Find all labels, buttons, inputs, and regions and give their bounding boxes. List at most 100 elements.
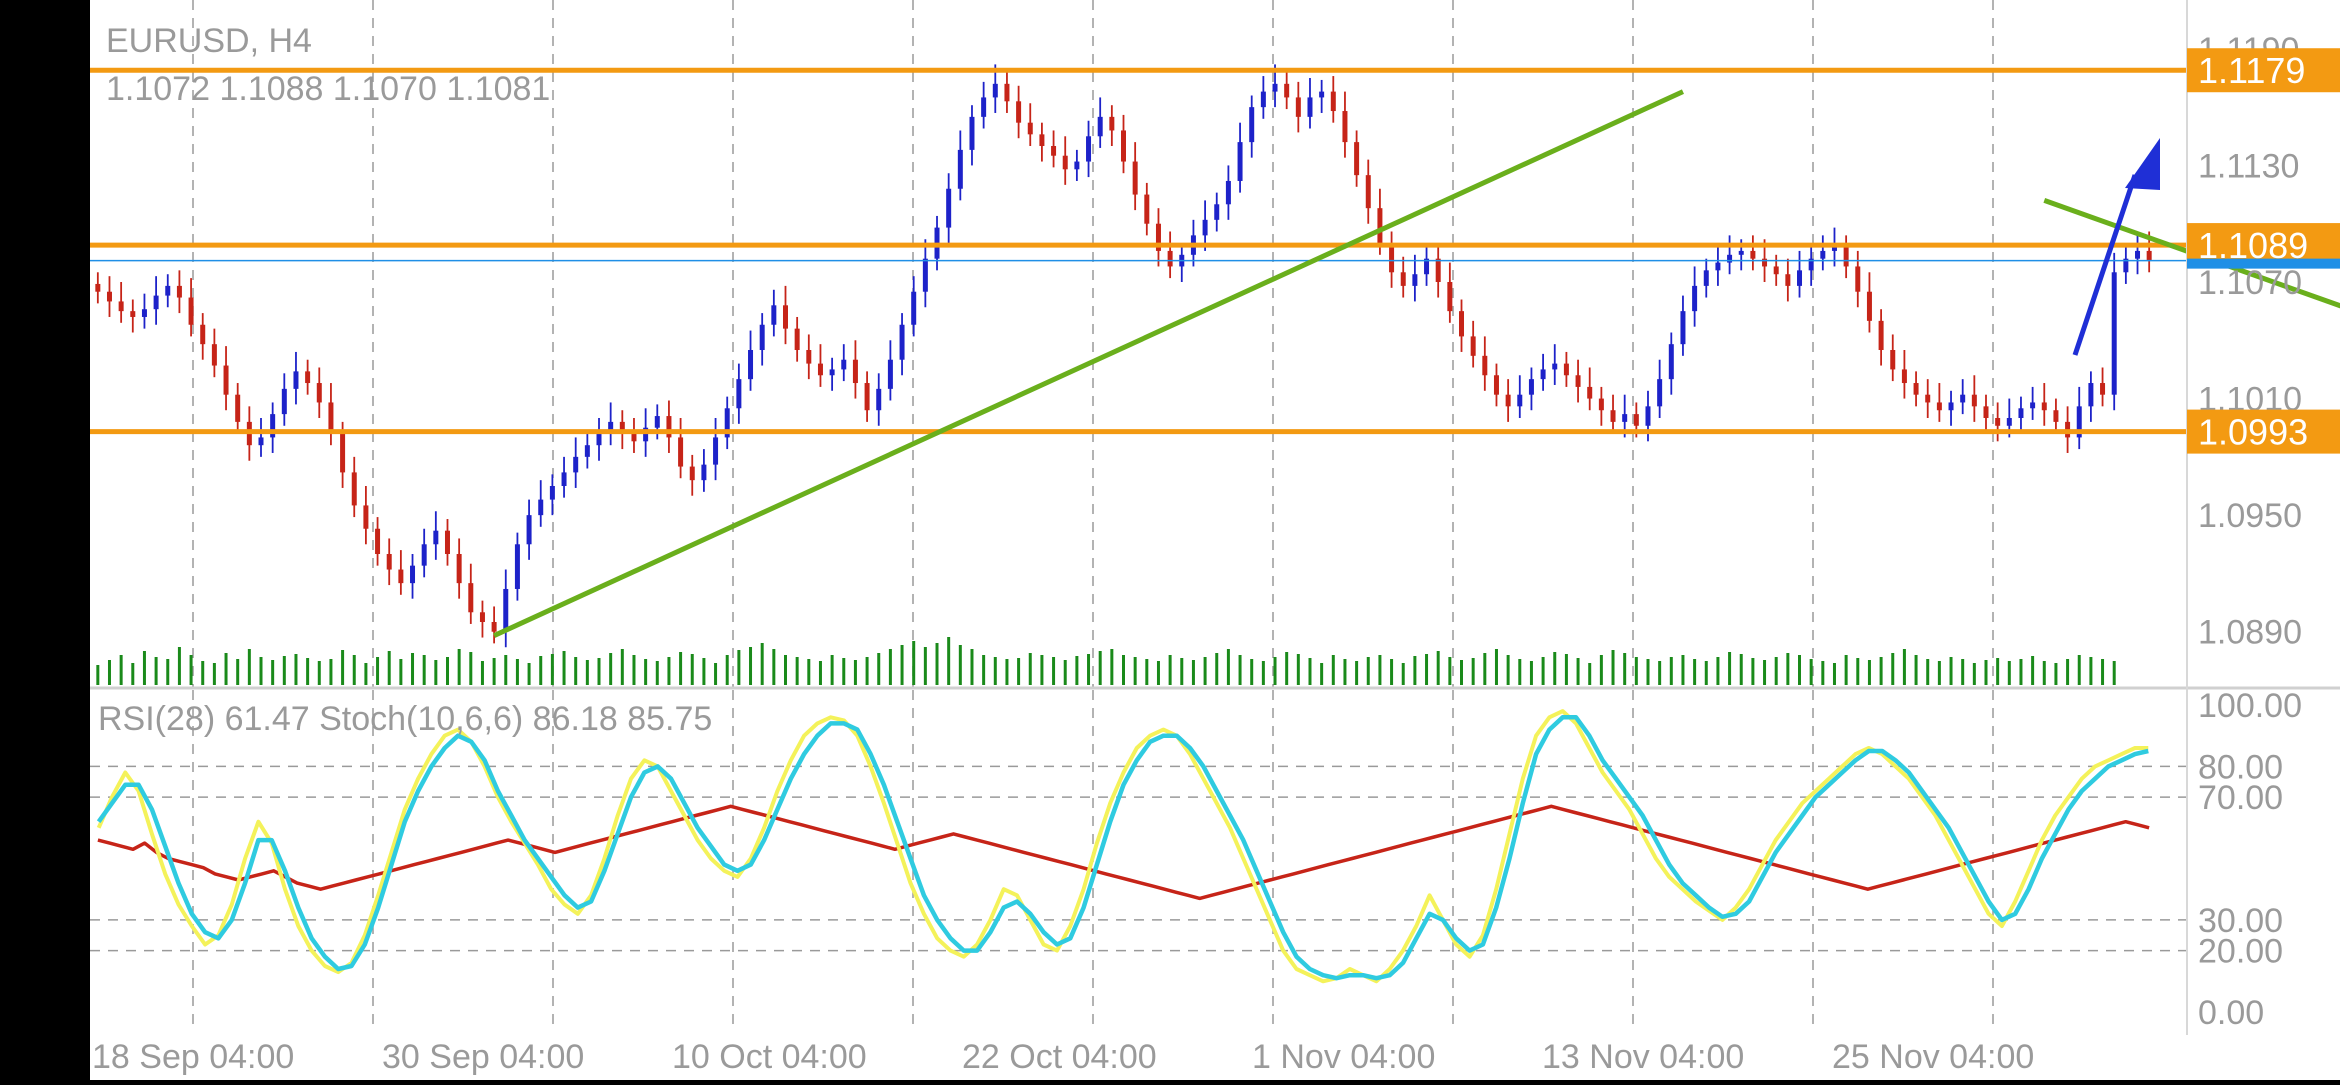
candle-9 — [200, 313, 206, 360]
trendline-0 — [493, 89, 1684, 638]
horizontal-levels — [90, 67, 2187, 435]
candle-75 — [969, 105, 975, 166]
candle-125 — [1552, 344, 1558, 385]
candle-146 — [1797, 250, 1803, 298]
candle-1 — [106, 276, 112, 317]
candle-168 — [2053, 398, 2059, 434]
candle-76 — [981, 81, 987, 129]
candle-14 — [258, 418, 264, 457]
candle-108 — [1354, 130, 1360, 187]
candle-68 — [887, 340, 893, 401]
trendlines — [493, 89, 2340, 638]
candle-113 — [1412, 254, 1418, 302]
candle-152 — [1866, 272, 1872, 333]
candle-63 — [829, 357, 835, 391]
candle-48 — [654, 404, 660, 440]
osc-tick-3: 30.00 — [2198, 902, 2283, 940]
candle-78 — [1004, 72, 1010, 113]
candle-71 — [922, 239, 928, 308]
candle-83 — [1062, 136, 1068, 185]
candle-161 — [1971, 375, 1977, 422]
candle-6 — [165, 274, 171, 308]
osc-tick-4: 20.00 — [2198, 933, 2283, 971]
candle-43 — [596, 418, 602, 461]
candle-160 — [1960, 379, 1966, 415]
candle-104 — [1307, 78, 1313, 129]
time-tick-2: 10 Oct 04:00 — [672, 1038, 867, 1076]
candle-100 — [1260, 76, 1266, 119]
candle-33 — [479, 600, 485, 638]
candle-23 — [363, 486, 369, 545]
osc-series-2 — [96, 715, 2149, 981]
candle-157 — [1925, 379, 1931, 418]
candle-130 — [1610, 394, 1616, 434]
ohlc-values: 1.1072 1.1088 1.1070 1.1081 — [106, 70, 550, 108]
osc-tick-2: 70.00 — [2198, 779, 2283, 817]
candle-139 — [1715, 247, 1721, 286]
price-tick-5: 1.0890 — [2198, 614, 2302, 652]
time-tick-3: 22 Oct 04:00 — [962, 1038, 1157, 1076]
candle-4 — [141, 293, 147, 329]
candle-81 — [1039, 122, 1045, 162]
candle-167 — [2041, 383, 2047, 426]
osc-tick-0: 100.00 — [2198, 687, 2302, 725]
volume-bars — [96, 637, 2116, 685]
candle-89 — [1132, 142, 1138, 211]
candle-10 — [211, 328, 217, 378]
candle-114 — [1424, 247, 1430, 286]
candle-26 — [398, 550, 404, 595]
candle-30 — [444, 519, 450, 566]
candle-153 — [1878, 309, 1884, 366]
candle-44 — [608, 402, 614, 446]
candle-16 — [281, 373, 287, 426]
up-arrow-icon — [2072, 138, 2160, 356]
candle-165 — [2018, 396, 2024, 434]
osc-tick-1: 80.00 — [2198, 748, 2283, 786]
candle-145 — [1785, 258, 1791, 302]
candle-88 — [1121, 114, 1126, 174]
candle-154 — [1890, 334, 1896, 382]
time-axis: 18 Sep 04:00 30 Sep 04:00 10 Oct 04:00 22 O… — [92, 1038, 2034, 1076]
candle-22 — [351, 456, 357, 518]
candle-136 — [1680, 295, 1686, 356]
candle-122 — [1517, 375, 1523, 418]
candle-95 — [1202, 200, 1208, 251]
candle-67 — [876, 373, 882, 426]
svg-text:1.0993: 1.0993 — [2198, 412, 2308, 453]
candle-2 — [118, 282, 124, 323]
time-tick-5: 13 Nov 04:00 — [1542, 1038, 1744, 1076]
candle-61 — [806, 334, 812, 380]
price-tick-1: 1.1130 — [2198, 147, 2299, 185]
candle-103 — [1295, 81, 1301, 133]
candle-134 — [1657, 359, 1663, 418]
candle-93 — [1179, 243, 1185, 282]
candle-5 — [153, 276, 159, 325]
candle-106 — [1330, 76, 1336, 123]
candle-159 — [1948, 390, 1954, 426]
candle-17 — [293, 351, 299, 405]
candle-86 — [1097, 97, 1103, 148]
candle-116 — [1447, 262, 1453, 323]
candle-142 — [1750, 235, 1756, 271]
time-tick-6: 25 Nov 04:00 — [1832, 1038, 2034, 1076]
candle-28 — [421, 528, 427, 578]
candle-20 — [328, 383, 334, 446]
candle-128 — [1587, 367, 1593, 411]
candle-171 — [2088, 371, 2094, 422]
svg-text:1.1179: 1.1179 — [2198, 50, 2305, 91]
candle-66 — [864, 371, 870, 422]
candle-90 — [1144, 182, 1150, 236]
candle-70 — [911, 276, 917, 337]
candle-38 — [538, 480, 544, 527]
time-tick-0: 18 Sep 04:00 — [92, 1038, 294, 1076]
candle-119 — [1482, 336, 1488, 391]
candle-150 — [1843, 235, 1849, 279]
candle-135 — [1668, 332, 1674, 395]
candle-49 — [666, 400, 672, 453]
candle-82 — [1051, 130, 1057, 168]
candle-129 — [1598, 386, 1604, 426]
candle-126 — [1563, 351, 1569, 387]
candle-53 — [713, 418, 719, 481]
